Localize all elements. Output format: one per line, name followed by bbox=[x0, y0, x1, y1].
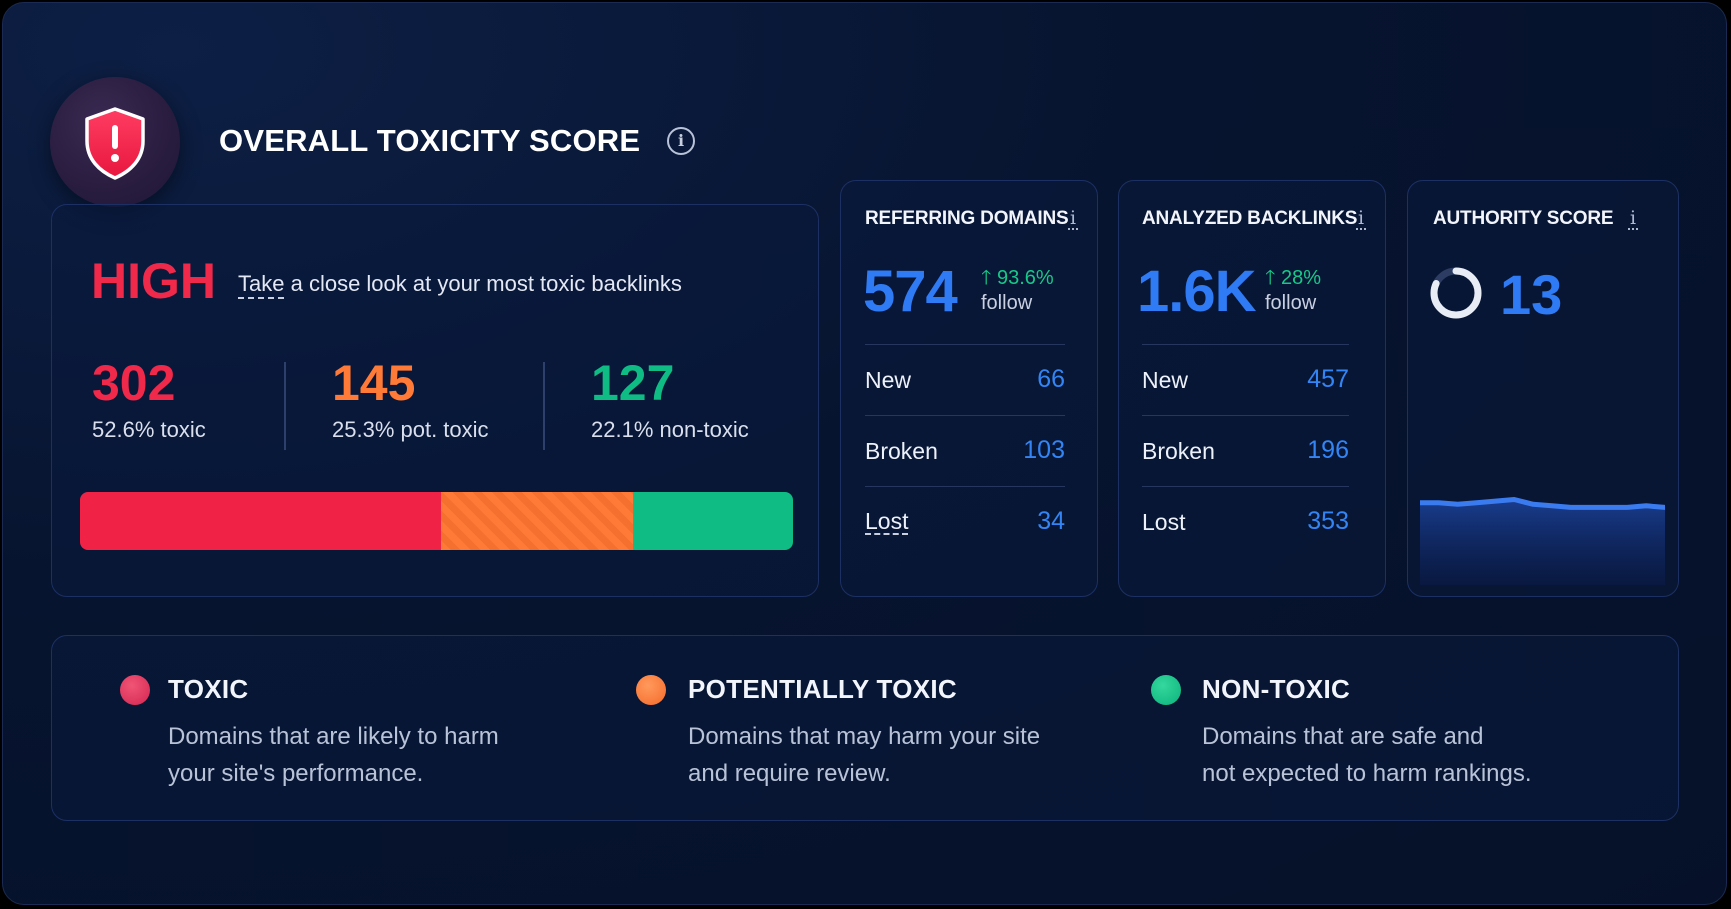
referring-domains-title: REFERRING DOMAINS bbox=[865, 208, 1069, 229]
metric-label: 22.1% non-toxic bbox=[591, 417, 749, 442]
toxicity-distribution-bar bbox=[80, 492, 793, 550]
row-value-new[interactable]: 457 bbox=[1307, 365, 1349, 393]
row-label-lost: Lost bbox=[1142, 509, 1186, 535]
trend-value: 93.6% bbox=[996, 267, 1054, 289]
analyzed-backlinks-trend: 🡑 28% bbox=[1265, 263, 1321, 297]
shield-alert-icon bbox=[50, 77, 180, 207]
analyzed-backlinks-value: 1.6K bbox=[1137, 259, 1257, 324]
row-value-broken[interactable]: 196 bbox=[1307, 436, 1349, 464]
trend-label: follow bbox=[1265, 292, 1317, 314]
arrow-up-icon: 🡑 bbox=[1265, 267, 1276, 289]
divider bbox=[284, 362, 286, 450]
legend-title-toxic: TOXIC bbox=[168, 674, 249, 704]
referring-domains-trend: 🡑 93.6% bbox=[981, 263, 1054, 297]
legend-title-potentially-toxic: POTENTIALLY TOXIC bbox=[688, 674, 957, 704]
row-label-broken: Broken bbox=[865, 438, 938, 464]
divider bbox=[1142, 415, 1349, 416]
info-icon[interactable]: i bbox=[1356, 207, 1366, 230]
info-icon[interactable]: i bbox=[1068, 207, 1078, 230]
legend-line: Domains that are likely to harm bbox=[168, 723, 499, 750]
row-value-broken[interactable]: 103 bbox=[1023, 436, 1065, 464]
metric-value: 302 bbox=[92, 355, 176, 411]
trend-label: follow bbox=[981, 292, 1033, 314]
analyzed-backlinks-title: ANALYZED BACKLINKS bbox=[1142, 208, 1358, 229]
metric-label: 25.3% pot. toxic bbox=[332, 417, 489, 442]
row-label-broken: Broken bbox=[1142, 438, 1215, 464]
bar-segment-toxic bbox=[80, 492, 441, 550]
legend-panel bbox=[51, 635, 1679, 821]
legend-line: and require review. bbox=[688, 760, 891, 787]
analyzed-backlinks-panel bbox=[1118, 180, 1386, 597]
bar-segment-non-toxic bbox=[633, 492, 793, 550]
row-value-new[interactable]: 66 bbox=[1037, 365, 1065, 393]
authority-trend-chart bbox=[1420, 497, 1665, 585]
metric-toxic: 302 52.6% toxic bbox=[92, 355, 206, 443]
arrow-up-icon: 🡑 bbox=[981, 267, 992, 289]
row-label-lost[interactable]: Lost bbox=[865, 508, 909, 535]
row-label-new: New bbox=[865, 367, 912, 393]
legend-desc-toxic: Domains that are likely to harm your sit… bbox=[168, 718, 499, 792]
authority-ring-icon bbox=[1430, 267, 1482, 319]
divider bbox=[1142, 344, 1349, 345]
legend-line: Domains that may harm your site bbox=[688, 723, 1041, 750]
legend-desc-potentially-toxic: Domains that may harm your site and requ… bbox=[688, 718, 1040, 792]
authority-score-title: AUTHORITY SCORE bbox=[1433, 208, 1614, 229]
row-value-lost[interactable]: 353 bbox=[1307, 507, 1349, 535]
subtitle-text: a close look at your most toxic backlink… bbox=[284, 271, 682, 296]
divider bbox=[1142, 486, 1349, 487]
trend-value: 28% bbox=[1280, 267, 1321, 289]
legend-desc-non-toxic: Domains that are safe and not expected t… bbox=[1202, 718, 1532, 792]
potentially-toxic-dot-icon bbox=[636, 675, 666, 705]
metric-label: 52.6% toxic bbox=[92, 417, 206, 442]
row-label-new: New bbox=[1142, 367, 1189, 393]
legend-line: Domains that are safe and bbox=[1202, 723, 1484, 750]
authority-trend-area bbox=[1420, 499, 1665, 585]
non-toxic-dot-icon bbox=[1151, 675, 1181, 705]
legend-line: your site's performance. bbox=[168, 760, 424, 787]
info-icon[interactable]: i bbox=[1628, 207, 1638, 230]
referring-domains-panel bbox=[840, 180, 1098, 597]
metric-potentially-toxic: 145 25.3% pot. toxic bbox=[332, 355, 489, 443]
toxic-dot-icon bbox=[120, 675, 150, 705]
authority-score-value: 13 bbox=[1500, 263, 1563, 326]
page-title: OVERALL TOXICITY SCORE bbox=[219, 123, 641, 158]
divider bbox=[543, 362, 545, 450]
legend-line: not expected to harm rankings. bbox=[1202, 760, 1532, 787]
subtitle-link[interactable]: Take bbox=[238, 271, 285, 299]
bar-segment-potentially-toxic bbox=[441, 492, 633, 550]
divider bbox=[865, 415, 1065, 416]
metric-non-toxic: 127 22.1% non-toxic bbox=[591, 355, 749, 443]
divider bbox=[865, 344, 1065, 345]
toxicity-subtitle: Take a close look at your most toxic bac… bbox=[238, 271, 682, 299]
authority-trend-line bbox=[1420, 497, 1665, 510]
info-icon[interactable]: i bbox=[667, 127, 695, 155]
divider bbox=[865, 486, 1065, 487]
metric-value: 127 bbox=[591, 355, 675, 411]
metric-value: 145 bbox=[332, 355, 416, 411]
toxicity-level: HIGH bbox=[91, 253, 216, 309]
row-value-lost[interactable]: 34 bbox=[1037, 507, 1065, 535]
legend-title-non-toxic: NON-TOXIC bbox=[1202, 674, 1351, 704]
authority-ring-progress bbox=[1430, 267, 1482, 319]
referring-domains-value: 574 bbox=[863, 259, 958, 324]
